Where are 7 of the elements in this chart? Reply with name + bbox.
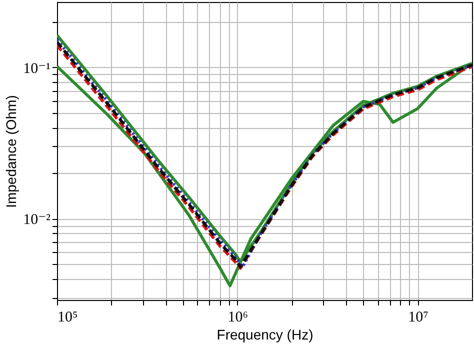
- x-axis-title: Frequency (Hz): [216, 326, 314, 342]
- x-tick-label: 10⁷: [408, 310, 428, 326]
- y-tick-label: 10⁻²: [23, 212, 51, 228]
- y-axis-title: Impedance (Ohm): [3, 95, 20, 208]
- x-tick-label: 10⁵: [58, 310, 78, 326]
- x-tick-label: 10⁶: [228, 310, 248, 326]
- y-tick-label: 10⁻¹: [23, 60, 50, 77]
